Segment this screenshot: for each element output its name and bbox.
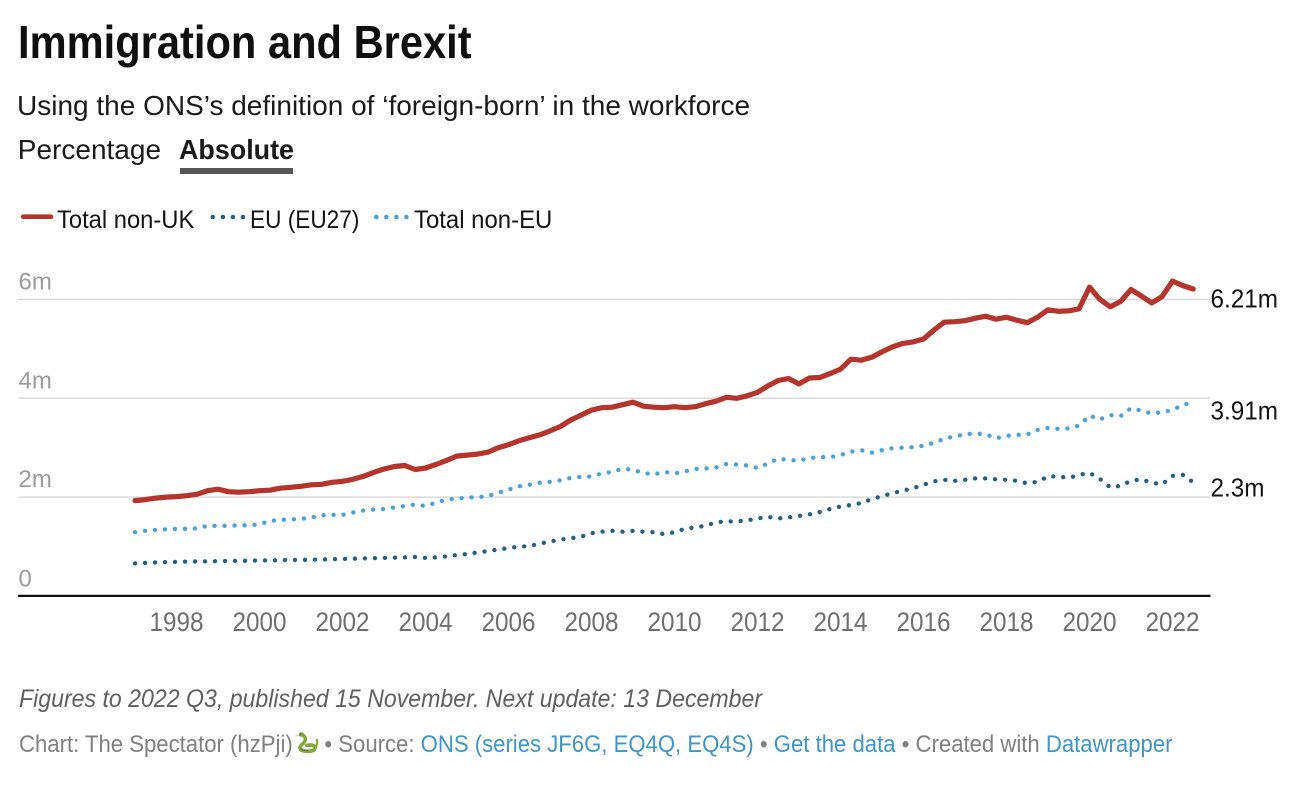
- svg-text:1998: 1998: [150, 607, 204, 637]
- svg-text:6m: 6m: [19, 269, 52, 296]
- svg-text:2.3m: 2.3m: [1211, 473, 1265, 503]
- svg-text:0: 0: [19, 565, 32, 592]
- svg-text:2006: 2006: [482, 607, 536, 637]
- svg-text:2m: 2m: [19, 466, 52, 493]
- svg-text:2022: 2022: [1146, 607, 1200, 637]
- svg-text:2008: 2008: [565, 607, 619, 637]
- svg-text:2000: 2000: [233, 607, 287, 637]
- svg-text:2002: 2002: [316, 607, 370, 637]
- svg-text:2020: 2020: [1063, 607, 1117, 637]
- svg-text:2016: 2016: [897, 607, 951, 637]
- svg-text:2018: 2018: [980, 607, 1034, 637]
- svg-text:6.21m: 6.21m: [1211, 283, 1279, 313]
- svg-text:2012: 2012: [731, 607, 785, 637]
- svg-text:3.91m: 3.91m: [1211, 396, 1279, 426]
- svg-text:2010: 2010: [648, 607, 702, 637]
- svg-text:4m: 4m: [19, 367, 52, 394]
- svg-text:2014: 2014: [814, 607, 868, 637]
- svg-text:2004: 2004: [399, 607, 453, 637]
